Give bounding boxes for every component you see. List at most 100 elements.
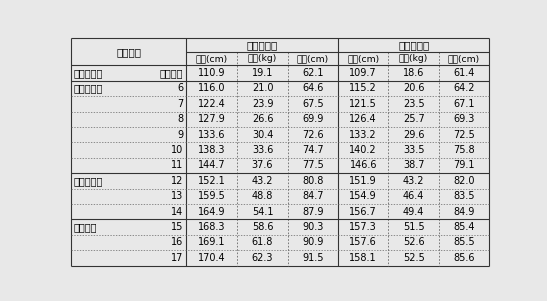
Text: 14: 14 bbox=[171, 207, 183, 217]
Text: 64.2: 64.2 bbox=[453, 83, 475, 94]
Text: 109.7: 109.7 bbox=[350, 68, 377, 78]
Text: 17: 17 bbox=[171, 253, 183, 263]
Text: 152.1: 152.1 bbox=[198, 176, 225, 186]
Text: 21.0: 21.0 bbox=[252, 83, 274, 94]
Text: 87.9: 87.9 bbox=[302, 207, 324, 217]
Text: 170.4: 170.4 bbox=[198, 253, 225, 263]
Text: 62.3: 62.3 bbox=[252, 253, 274, 263]
Text: 中　学　校: 中 学 校 bbox=[74, 176, 103, 186]
Text: 小　学　校: 小 学 校 bbox=[74, 83, 103, 94]
Text: 12: 12 bbox=[171, 176, 183, 186]
Text: 83.5: 83.5 bbox=[453, 191, 475, 201]
Text: 51.5: 51.5 bbox=[403, 222, 424, 232]
Text: 座高(cm): 座高(cm) bbox=[297, 54, 329, 63]
Text: 身長(cm): 身長(cm) bbox=[196, 54, 228, 63]
Text: 33.5: 33.5 bbox=[403, 145, 424, 155]
Text: 126.4: 126.4 bbox=[350, 114, 377, 124]
Text: 13: 13 bbox=[171, 191, 183, 201]
Text: 157.3: 157.3 bbox=[350, 222, 377, 232]
Text: 82.0: 82.0 bbox=[453, 176, 475, 186]
Text: 110.9: 110.9 bbox=[198, 68, 225, 78]
Text: 85.4: 85.4 bbox=[453, 222, 475, 232]
Text: 156.7: 156.7 bbox=[350, 207, 377, 217]
Text: 23.5: 23.5 bbox=[403, 99, 424, 109]
Text: 138.3: 138.3 bbox=[198, 145, 225, 155]
Text: 80.8: 80.8 bbox=[302, 176, 324, 186]
Text: 169.1: 169.1 bbox=[198, 237, 225, 247]
Text: 48.8: 48.8 bbox=[252, 191, 273, 201]
Text: 154.9: 154.9 bbox=[350, 191, 377, 201]
Text: 18.6: 18.6 bbox=[403, 68, 424, 78]
Text: 43.2: 43.2 bbox=[403, 176, 424, 186]
Text: 144.7: 144.7 bbox=[198, 160, 225, 170]
Text: 11: 11 bbox=[171, 160, 183, 170]
Text: 20.6: 20.6 bbox=[403, 83, 424, 94]
Text: 84.9: 84.9 bbox=[453, 207, 475, 217]
Text: 127.9: 127.9 bbox=[198, 114, 225, 124]
Text: 10: 10 bbox=[171, 145, 183, 155]
Text: 19.1: 19.1 bbox=[252, 68, 273, 78]
Text: 38.7: 38.7 bbox=[403, 160, 424, 170]
Text: 91.5: 91.5 bbox=[302, 253, 324, 263]
Text: 23.9: 23.9 bbox=[252, 99, 274, 109]
Text: 8: 8 bbox=[177, 114, 183, 124]
Text: 146.6: 146.6 bbox=[350, 160, 377, 170]
Text: 122.4: 122.4 bbox=[198, 99, 225, 109]
Text: 高等学校: 高等学校 bbox=[74, 222, 97, 232]
Text: 159.5: 159.5 bbox=[198, 191, 225, 201]
Text: 168.3: 168.3 bbox=[198, 222, 225, 232]
Text: 140.2: 140.2 bbox=[350, 145, 377, 155]
Text: 25.7: 25.7 bbox=[403, 114, 424, 124]
Text: 69.3: 69.3 bbox=[453, 114, 475, 124]
Text: 61.8: 61.8 bbox=[252, 237, 273, 247]
Text: 61.4: 61.4 bbox=[453, 68, 475, 78]
Text: 16: 16 bbox=[171, 237, 183, 247]
Text: 72.5: 72.5 bbox=[453, 130, 475, 140]
Text: 121.5: 121.5 bbox=[350, 99, 377, 109]
Text: 67.5: 67.5 bbox=[302, 99, 324, 109]
Text: 90.3: 90.3 bbox=[302, 222, 324, 232]
Text: 体重(kg): 体重(kg) bbox=[248, 54, 277, 63]
Text: 116.0: 116.0 bbox=[198, 83, 225, 94]
Text: 52.5: 52.5 bbox=[403, 253, 424, 263]
Text: 37.6: 37.6 bbox=[252, 160, 274, 170]
Text: 30.4: 30.4 bbox=[252, 130, 273, 140]
Text: 9: 9 bbox=[177, 130, 183, 140]
Text: 67.1: 67.1 bbox=[453, 99, 475, 109]
Text: 7: 7 bbox=[177, 99, 183, 109]
Text: 幼　稚　園: 幼 稚 園 bbox=[74, 68, 103, 78]
Text: 151.9: 151.9 bbox=[350, 176, 377, 186]
Text: 49.4: 49.4 bbox=[403, 207, 424, 217]
Text: 164.9: 164.9 bbox=[198, 207, 225, 217]
Text: 29.6: 29.6 bbox=[403, 130, 424, 140]
Text: 85.6: 85.6 bbox=[453, 253, 475, 263]
Text: 座高(cm): 座高(cm) bbox=[448, 54, 480, 63]
Text: 158.1: 158.1 bbox=[350, 253, 377, 263]
Text: 79.1: 79.1 bbox=[453, 160, 475, 170]
Text: 46.4: 46.4 bbox=[403, 191, 424, 201]
Text: 64.6: 64.6 bbox=[302, 83, 324, 94]
Text: 33.6: 33.6 bbox=[252, 145, 273, 155]
Text: 90.9: 90.9 bbox=[302, 237, 324, 247]
Text: 157.6: 157.6 bbox=[350, 237, 377, 247]
Text: 43.2: 43.2 bbox=[252, 176, 274, 186]
Text: ５（歳）: ５（歳） bbox=[160, 68, 183, 78]
Text: 区　　分: 区 分 bbox=[117, 47, 141, 57]
Text: 75.8: 75.8 bbox=[453, 145, 475, 155]
Text: 54.1: 54.1 bbox=[252, 207, 274, 217]
Text: 69.9: 69.9 bbox=[302, 114, 324, 124]
Text: 62.1: 62.1 bbox=[302, 68, 324, 78]
Text: 体重(kg): 体重(kg) bbox=[399, 54, 428, 63]
Text: 58.6: 58.6 bbox=[252, 222, 274, 232]
Text: 133.6: 133.6 bbox=[198, 130, 225, 140]
Text: 身長(cm): 身長(cm) bbox=[347, 54, 379, 63]
Text: 男　　　子: 男 子 bbox=[247, 40, 278, 50]
Text: 74.7: 74.7 bbox=[302, 145, 324, 155]
Text: 6: 6 bbox=[177, 83, 183, 94]
Text: 84.7: 84.7 bbox=[302, 191, 324, 201]
Text: 85.5: 85.5 bbox=[453, 237, 475, 247]
Text: 77.5: 77.5 bbox=[302, 160, 324, 170]
Text: 115.2: 115.2 bbox=[350, 83, 377, 94]
Text: 15: 15 bbox=[171, 222, 183, 232]
Text: 72.6: 72.6 bbox=[302, 130, 324, 140]
